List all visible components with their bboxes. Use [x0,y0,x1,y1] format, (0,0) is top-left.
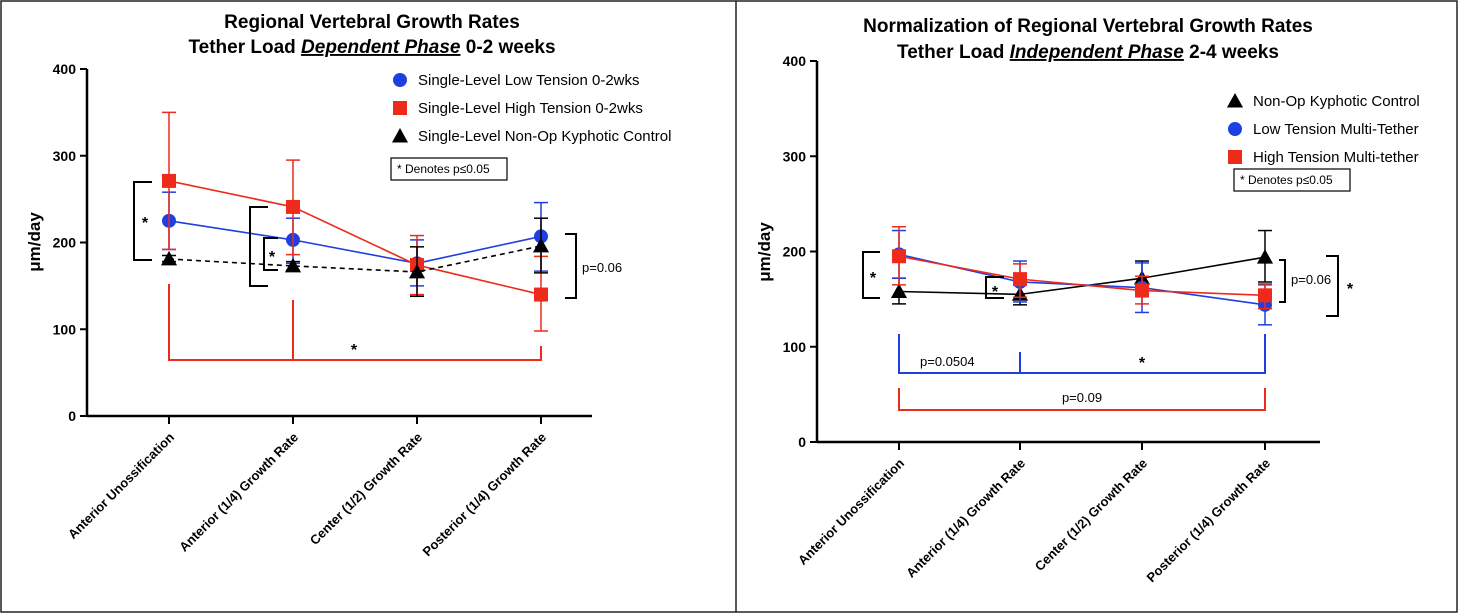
significance-bracket [249,206,268,287]
data-point [1013,272,1027,287]
data-point [532,237,550,253]
chart-title-line1: Regional Vertebral Growth Rates [224,12,520,33]
legend-marker [1226,92,1244,108]
legend-label: Single-Level Low Tension 0-2wks [418,72,640,89]
significance-bracket [1279,259,1286,303]
significance-star: * [142,215,149,232]
y-tick-label: 400 [783,53,807,69]
y-tick-label: 0 [798,434,806,450]
series-line [168,180,542,296]
p-value-label: p=0.06 [582,260,622,275]
significance-bracket-red [168,284,542,361]
legend-marker [391,127,409,143]
significance-bracket [985,276,1004,299]
series-line [168,220,542,265]
significance-star: * [351,342,358,359]
significance-bracket [862,251,880,299]
data-point [162,173,176,188]
chart-title-line1: Normalization of Regional Vertebral Grow… [863,16,1313,37]
legend-label: Non-Op Kyphotic Control [1253,93,1420,110]
y-tick-label: 100 [53,321,77,337]
p-value-label: p=0.06 [1291,272,1331,287]
significance-star: * [992,284,999,301]
data-point [1258,288,1272,303]
data-point [534,287,548,302]
legend: Single-Level Low Tension 0-2wks Single-Le… [391,72,671,145]
legend-marker [1228,150,1242,164]
significance-bracket [263,237,278,271]
y-tick-label: 0 [68,408,76,424]
y-axis-label: μm/day [755,222,774,282]
legend: Non-Op Kyphotic Control Low Tension Multi… [1226,92,1420,166]
p-value-label: p=0.09 [1062,390,1102,405]
y-tick-label: 200 [783,244,807,260]
legend-marker [393,101,407,115]
significance-star: * [1139,355,1146,372]
legend-label: High Tension Multi-tether [1253,149,1419,166]
legend-marker [393,73,407,87]
data-point [284,257,302,273]
significance-note: * Denotes p≤0.05 [1240,173,1333,187]
significance-bracket [1326,255,1339,317]
series-2 [892,225,1272,310]
legend-label: Low Tension Multi-Tether [1253,121,1419,138]
data-point [892,249,906,264]
legend-label: Single-Level High Tension 0-2wks [418,100,643,117]
chart-title-line2: Tether Load Independent Phase 2-4 weeks [897,42,1279,63]
y-tick-label: 300 [53,148,77,164]
significance-bracket-red [898,388,1266,411]
significance-bracket [133,181,152,261]
significance-note: * Denotes p≤0.05 [397,162,490,176]
y-tick-label: 100 [783,339,807,355]
data-point [1256,249,1274,264]
y-axis-label: μm/day [25,212,44,272]
series-2 [160,217,550,298]
y-tick-label: 400 [53,61,77,77]
significance-note-box [390,157,508,181]
significance-star: * [1347,281,1354,298]
significance-star: * [269,249,276,266]
data-point [160,250,178,266]
significance-note-box [1233,168,1351,192]
series-line [898,255,1266,297]
significance-bracket-blue [898,334,1266,374]
data-point [286,199,300,214]
data-point [408,263,426,279]
legend-label: Single-Level Non-Op Kyphotic Control [418,128,671,145]
significance-bracket [565,233,577,299]
y-tick-label: 300 [783,148,807,164]
p-value-label: p=0.0504 [920,354,975,369]
legend-marker [1228,122,1242,136]
significance-star: * [870,270,877,287]
chart-title-line2: Tether Load Dependent Phase 0-2 weeks [188,37,555,58]
series-line [898,256,1266,296]
data-point [1135,283,1149,298]
y-tick-label: 200 [53,235,77,251]
data-point [890,283,908,298]
